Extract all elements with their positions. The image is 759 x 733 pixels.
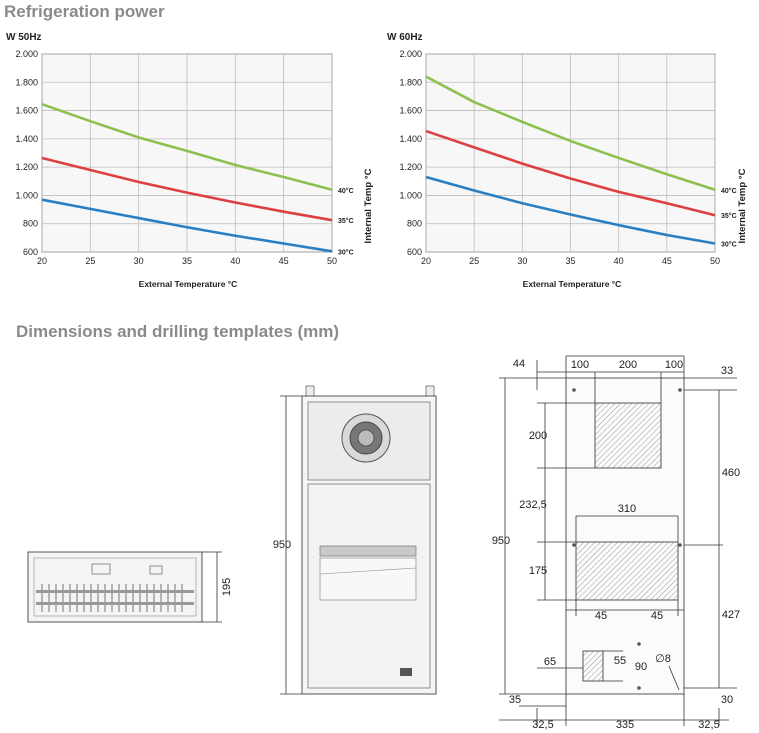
y-tick-label: 1.600 <box>399 106 422 116</box>
upper-cutout-height-label: 200 <box>529 430 547 442</box>
small-height-label: 55 <box>614 655 626 667</box>
chart-50hz: W 50Hz 600 800 1.000 1.200 1.400 1.600 1.800 2.… <box>6 32 374 289</box>
y-tick-label: 1.400 <box>15 134 38 144</box>
seg-mid-label: 200 <box>619 359 637 371</box>
width-mid-label: 335 <box>616 719 634 731</box>
y-tick-label: 2.000 <box>15 49 38 59</box>
dimensions-title: Dimensions and drilling templates (mm) <box>16 322 340 341</box>
series-end-label: 40°C <box>338 187 354 195</box>
right-upper-label: 460 <box>722 467 740 479</box>
series-end-label: 30°C <box>721 241 737 249</box>
hole-diameter-label: ∅8 <box>655 653 671 665</box>
x-tick-label: 30 <box>517 256 527 266</box>
chart-60hz: W 60Hz 600 800 1.000 1.200 1.400 1.600 1.800 2.… <box>387 32 748 289</box>
refrigeration-title: Refrigeration power <box>4 2 165 21</box>
x-tick-label: 20 <box>37 256 47 266</box>
lower-cutout-width-label: 310 <box>618 503 636 515</box>
x-tick-label: 35 <box>182 256 192 266</box>
y-tick-label: 2.000 <box>399 49 422 59</box>
seg-left-label: 100 <box>571 359 589 371</box>
x-tick-label: 25 <box>85 256 95 266</box>
x-tick-label: 25 <box>469 256 479 266</box>
y-tick-label: 600 <box>407 247 422 257</box>
series-end-label: 30°C <box>338 248 354 256</box>
x-tick-label: 35 <box>565 256 575 266</box>
bottom-right-label: 30 <box>721 694 733 706</box>
top-right-label: 33 <box>721 365 733 377</box>
right-lower-label: 427 <box>722 609 740 621</box>
y-tick-label: 1.000 <box>15 190 38 200</box>
y-tick-label: 1.800 <box>399 77 422 87</box>
y-axis-label-right: Internal Temp °C <box>363 168 374 243</box>
drilling-template-drawing: 400 100 200 100 44 33 200 232,5 175 950 … <box>492 348 740 731</box>
series-end-label: 35°C <box>338 217 354 225</box>
x-tick-label: 40 <box>614 256 624 266</box>
x-tick-label: 30 <box>134 256 144 266</box>
front-view-drawing: 950 <box>273 385 437 695</box>
series-line <box>41 102 333 192</box>
series-line <box>41 156 333 222</box>
seg-right-label: 100 <box>665 359 683 371</box>
width-left-label: 32,5 <box>532 719 553 731</box>
series-line <box>41 198 333 253</box>
lower-cutout-height-label: 175 <box>529 565 547 577</box>
inset-left-label: 45 <box>595 610 607 622</box>
x-axis-label: External Temperature °C <box>523 279 622 289</box>
series-line <box>425 175 716 245</box>
y-tick-label: 1.600 <box>15 106 38 116</box>
inset-right-label: 45 <box>651 610 663 622</box>
series-line <box>425 75 716 192</box>
x-tick-label: 45 <box>662 256 672 266</box>
chart-unit-label: W 50Hz <box>6 32 42 43</box>
y-tick-label: 1.200 <box>399 162 422 172</box>
side-view-drawing: 195 <box>27 551 232 623</box>
y-tick-label: 800 <box>23 219 38 229</box>
y-tick-label: 1.000 <box>399 190 422 200</box>
front-height-label: 950 <box>273 539 291 551</box>
y-tick-label: 1.400 <box>399 134 422 144</box>
x-axis-label: External Temperature °C <box>139 279 238 289</box>
y-tick-label: 1.200 <box>15 162 38 172</box>
overall-height-label: 950 <box>492 535 510 547</box>
side-height-label: 195 <box>221 578 232 596</box>
gap-label: 232,5 <box>519 499 547 511</box>
x-tick-label: 20 <box>421 256 431 266</box>
series-line <box>425 129 716 217</box>
series-end-label: 40°C <box>721 187 737 195</box>
series-end-label: 35°C <box>721 212 737 220</box>
left-offset-label: 44 <box>513 358 525 370</box>
y-tick-label: 1.800 <box>15 77 38 87</box>
x-tick-label: 40 <box>230 256 240 266</box>
small-offset-label: 90 <box>635 661 647 673</box>
y-axis-label-right: Internal Temp °C <box>737 168 748 243</box>
x-tick-label: 50 <box>710 256 720 266</box>
chart-unit-label: W 60Hz <box>387 32 423 43</box>
bottom-left-label: 35 <box>509 694 521 706</box>
y-tick-label: 800 <box>407 219 422 229</box>
width-right-label: 32,5 <box>698 719 719 731</box>
y-tick-label: 600 <box>23 247 38 257</box>
small-width-label: 65 <box>544 656 556 668</box>
x-tick-label: 50 <box>327 256 337 266</box>
x-tick-label: 45 <box>279 256 289 266</box>
overall-width-label: 400 <box>616 348 634 350</box>
